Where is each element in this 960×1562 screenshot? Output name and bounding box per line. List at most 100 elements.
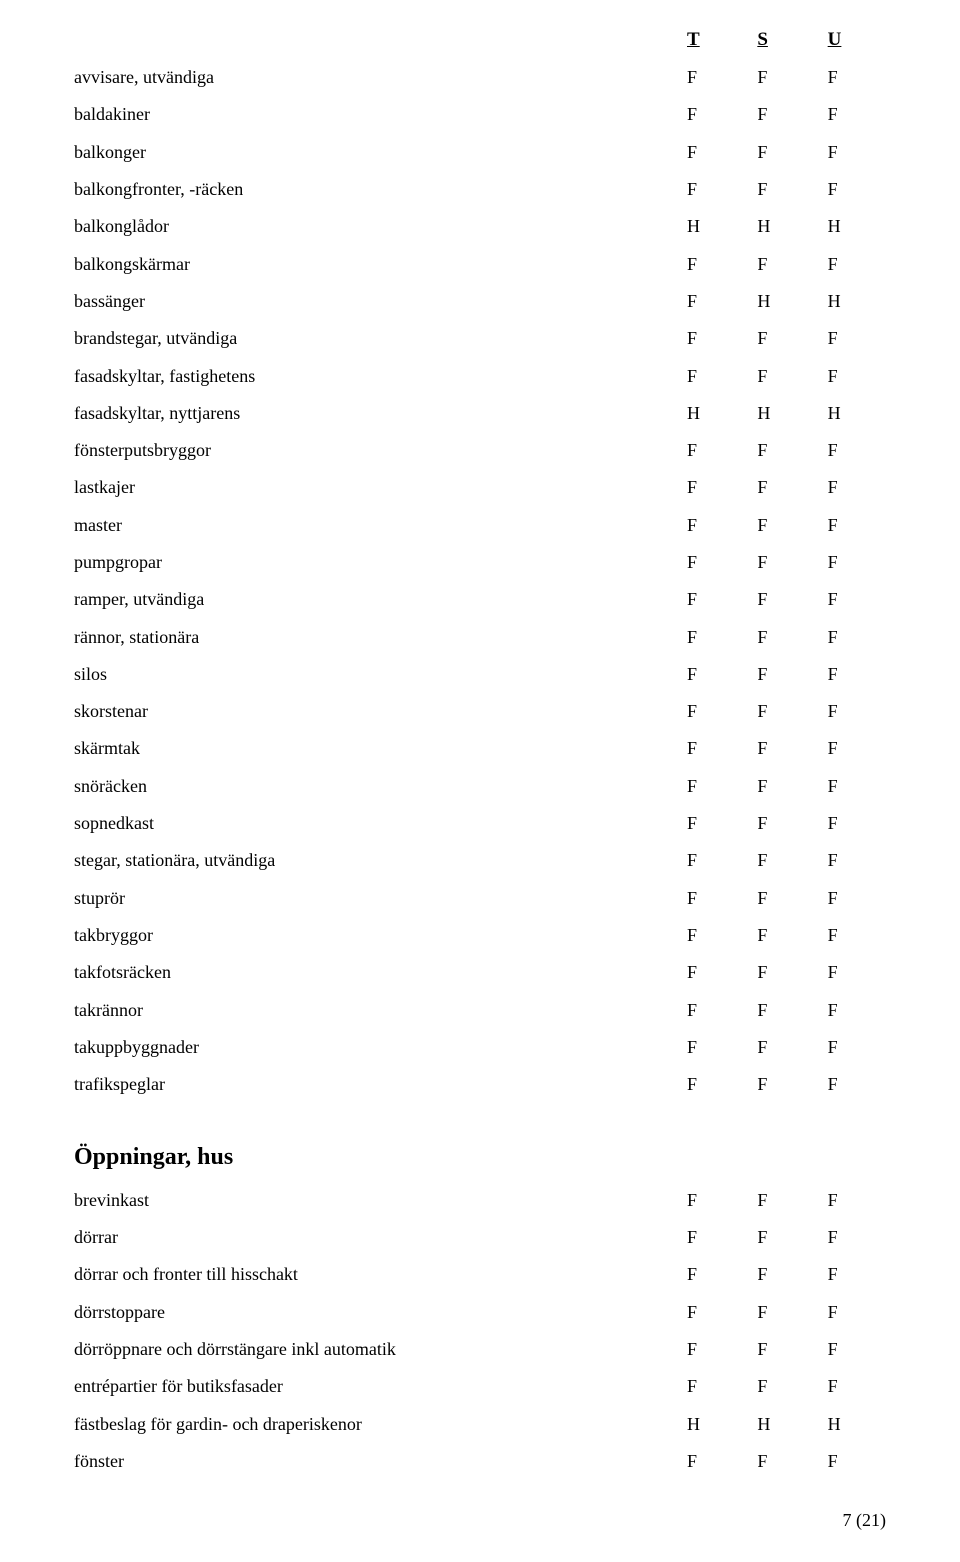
table-row: dörröppnare och dörrstängare inkl automa… — [74, 1331, 886, 1368]
cell-t: F — [675, 842, 745, 879]
cell-t: F — [675, 544, 745, 581]
cell-s: F — [745, 469, 815, 506]
cell-t: F — [675, 1181, 745, 1218]
row-label: fästbeslag för gardin- och draperiskenor — [74, 1405, 675, 1442]
cell-u: F — [816, 655, 886, 692]
row-label: skärmtak — [74, 730, 675, 767]
table-row: trafikspeglarFFF — [74, 1066, 886, 1103]
cell-s: F — [745, 133, 815, 170]
cell-t: F — [675, 730, 745, 767]
cell-s: H — [745, 282, 815, 319]
cell-u: F — [816, 842, 886, 879]
cell-s: H — [745, 208, 815, 245]
cell-t: F — [675, 320, 745, 357]
header-u: U — [816, 20, 886, 59]
table-row: stegar, stationära, utvändigaFFF — [74, 842, 886, 879]
row-label: snöräcken — [74, 767, 675, 804]
cell-t: F — [675, 96, 745, 133]
cell-t: F — [675, 506, 745, 543]
table-row: lastkajerFFF — [74, 469, 886, 506]
cell-u: F — [816, 991, 886, 1028]
cell-s: F — [745, 842, 815, 879]
cell-u: F — [816, 1442, 886, 1479]
row-label: brevinkast — [74, 1181, 675, 1218]
cell-u: H — [816, 394, 886, 431]
cell-s: F — [745, 1219, 815, 1256]
cell-s: F — [745, 544, 815, 581]
table-row: baldakinerFFF — [74, 96, 886, 133]
cell-t: F — [675, 879, 745, 916]
cell-t: F — [675, 1219, 745, 1256]
row-label: avvisare, utvändiga — [74, 59, 675, 96]
row-label: dörröppnare och dörrstängare inkl automa… — [74, 1331, 675, 1368]
cell-u: F — [816, 1293, 886, 1330]
row-label: fönsterputsbryggor — [74, 432, 675, 469]
cell-t: F — [675, 618, 745, 655]
row-label: entrépartier för butiksfasader — [74, 1368, 675, 1405]
table-row: rännor, stationäraFFF — [74, 618, 886, 655]
cell-t: F — [675, 1256, 745, 1293]
cell-u: F — [816, 879, 886, 916]
row-label: fasadskyltar, nyttjarens — [74, 394, 675, 431]
cell-t: F — [675, 581, 745, 618]
cell-s: F — [745, 506, 815, 543]
cell-t: F — [675, 693, 745, 730]
cell-u: F — [816, 357, 886, 394]
row-label: dörrstoppare — [74, 1293, 675, 1330]
table-row: ramper, utvändigaFFF — [74, 581, 886, 618]
cell-t: F — [675, 282, 745, 319]
row-label: skorstenar — [74, 693, 675, 730]
cell-u: F — [816, 1066, 886, 1103]
cell-u: F — [816, 171, 886, 208]
cell-u: H — [816, 282, 886, 319]
cell-s: F — [745, 320, 815, 357]
header-row: T S U — [74, 20, 886, 59]
cell-s: F — [745, 1028, 815, 1065]
header-empty — [74, 20, 675, 59]
cell-u: F — [816, 506, 886, 543]
cell-t: F — [675, 767, 745, 804]
cell-u: F — [816, 96, 886, 133]
row-label: silos — [74, 655, 675, 692]
cell-s: F — [745, 1066, 815, 1103]
cell-u: F — [816, 916, 886, 953]
cell-s: F — [745, 991, 815, 1028]
table-row: balkongerFFF — [74, 133, 886, 170]
table-row: takuppbyggnaderFFF — [74, 1028, 886, 1065]
cell-s: F — [745, 1368, 815, 1405]
row-label: rännor, stationära — [74, 618, 675, 655]
table-row: stuprörFFF — [74, 879, 886, 916]
row-label: dörrar — [74, 1219, 675, 1256]
cell-s: F — [745, 879, 815, 916]
cell-u: F — [816, 693, 886, 730]
cell-s: F — [745, 1293, 815, 1330]
cell-s: F — [745, 954, 815, 991]
cell-u: F — [816, 954, 886, 991]
table-row: snöräckenFFF — [74, 767, 886, 804]
cell-s: F — [745, 916, 815, 953]
cell-t: F — [675, 1293, 745, 1330]
table-row: fasadskyltar, nyttjarensHHH — [74, 394, 886, 431]
table-row: balkongskärmarFFF — [74, 245, 886, 282]
cell-s: F — [745, 581, 815, 618]
cell-t: F — [675, 1442, 745, 1479]
table-row: dörrar och fronter till hisschaktFFF — [74, 1256, 886, 1293]
row-label: balkongskärmar — [74, 245, 675, 282]
cell-s: F — [745, 655, 815, 692]
row-label: takbryggor — [74, 916, 675, 953]
cell-u: F — [816, 1028, 886, 1065]
cell-t: F — [675, 357, 745, 394]
cell-u: H — [816, 208, 886, 245]
cell-s: F — [745, 245, 815, 282]
cell-s: F — [745, 618, 815, 655]
table-row: entrépartier för butiksfasaderFFF — [74, 1368, 886, 1405]
cell-u: F — [816, 1181, 886, 1218]
row-label: stuprör — [74, 879, 675, 916]
cell-u: F — [816, 59, 886, 96]
table-row: brevinkastFFF — [74, 1181, 886, 1218]
cell-t: F — [675, 954, 745, 991]
row-label: baldakiner — [74, 96, 675, 133]
cell-s: F — [745, 767, 815, 804]
cell-u: F — [816, 767, 886, 804]
cell-s: F — [745, 730, 815, 767]
